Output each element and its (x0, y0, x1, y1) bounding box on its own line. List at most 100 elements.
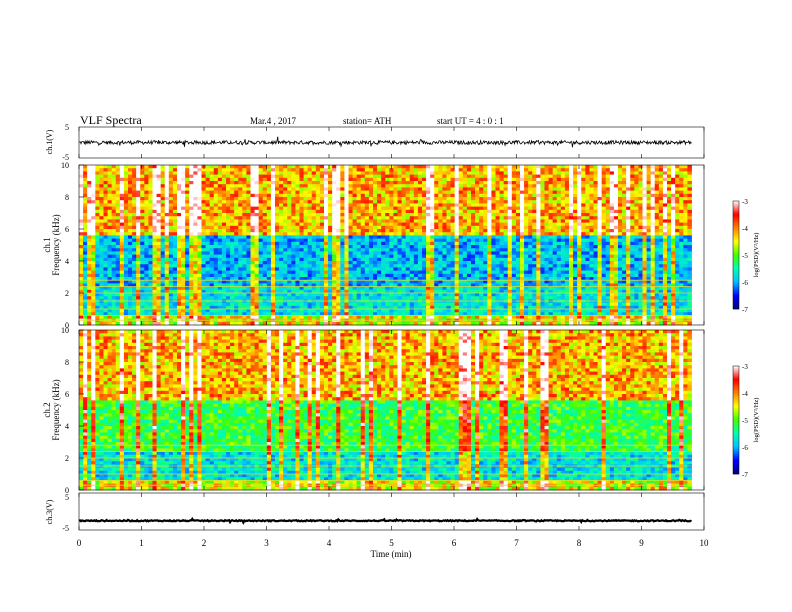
ch1-spectrogram-cell (336, 235, 341, 239)
ch1-spectrogram-cell (438, 168, 443, 172)
ch1-spectrogram-cell (422, 184, 427, 188)
ch1-spectrogram-cell (172, 257, 178, 262)
ch1-spectrogram-cell (344, 315, 349, 319)
ch1-spectrogram-cell (164, 232, 170, 236)
ch1-spectrogram-cell (172, 277, 178, 281)
ch1-spectrogram-cell (275, 293, 280, 297)
ch1-spectrogram-cell (426, 219, 431, 223)
ch1-spectrogram-cell (299, 232, 304, 236)
ch1-spectrogram-cell (340, 293, 345, 297)
ch1-spectrogram-cell (262, 264, 268, 268)
ch1-spectrogram-cell (164, 213, 170, 217)
ch1-spectrogram-cell (91, 219, 96, 223)
ch1-spectrogram-cell (299, 312, 304, 316)
ch1-spectrogram-cell (377, 312, 382, 316)
ch1-spectrogram-cell (254, 235, 260, 239)
ch1-spectrogram-cell (324, 229, 329, 233)
ch1-spectrogram-cell (381, 248, 386, 252)
ch1-spectrogram-cell (397, 238, 402, 243)
ch1-spectrogram-cell (205, 219, 211, 223)
ch1-spectrogram-cell (303, 254, 309, 259)
ch1-spectrogram-cell (262, 280, 268, 284)
ch1-spectrogram-cell (479, 254, 484, 259)
ch1-spectrogram-cell (295, 293, 300, 297)
ch1-spectrogram-cell (83, 257, 88, 262)
ch1-spectrogram-cell (466, 321, 472, 326)
ch1-spectrogram-cell (144, 248, 149, 252)
ch1-spectrogram-cell (356, 190, 362, 195)
ch1-spectrogram-cell (287, 305, 292, 310)
ch1-spectrogram-cell (446, 165, 451, 169)
ch1-spectrogram-cell (311, 321, 317, 326)
ch1-spectrogram-cell (217, 257, 223, 262)
ch1-spectrogram-cell (254, 213, 260, 217)
ch1-spectrogram-cell (246, 177, 251, 182)
ch1-spectrogram-cell (185, 216, 190, 220)
ch1-spectrogram-cell (205, 305, 211, 310)
ch1-ytick-bottom: -5 (62, 153, 69, 162)
ch1-spectrogram-cell (283, 184, 288, 188)
ch1-spectrogram-image (79, 165, 692, 326)
ch1-spectrogram-cell (385, 289, 390, 294)
ch1-spectrogram-cell (234, 264, 239, 268)
ch1-spectrogram-cell (283, 200, 288, 204)
ch1-spectrogram-cell (119, 203, 125, 207)
ch1-spectrogram-cell (295, 280, 300, 284)
ch1-spectrogram-cell (95, 264, 100, 268)
ch1-spectrogram-cell (279, 312, 284, 316)
ch1-spectrogram-cell (393, 229, 398, 233)
ch1-spectrogram-cell (332, 286, 337, 291)
ch1-spectrogram-cell (430, 321, 435, 326)
ch1-spectrogram-cell (132, 248, 137, 252)
ch1-spectrogram-cell (340, 280, 345, 284)
ch1-spectrogram-cell (140, 254, 145, 259)
ch1-spectrogram-cell (332, 187, 337, 191)
ch1-spectrogram-cell (279, 270, 284, 275)
ch1-spectrogram-cell (377, 174, 382, 179)
ch1-spectrogram-cell (185, 203, 190, 207)
ch1-spectrogram-cell (332, 219, 337, 223)
ch1-spectrogram-cell (275, 171, 280, 175)
ch1-spectrogram-cell (242, 168, 247, 172)
ch1-spectrogram-cell (197, 165, 202, 169)
ch1-spectrogram-cell (164, 165, 170, 169)
ch1-spectrogram-cell (442, 289, 447, 294)
ch1-spectrogram-cell (405, 168, 411, 172)
ch1-spectrogram-cell (344, 293, 349, 297)
ch1-spectrogram-cell (364, 321, 370, 326)
ch1-spectrogram-cell (164, 235, 170, 239)
ch1-spectrogram-cell (352, 193, 358, 198)
ch1-spectrogram-cell (434, 184, 439, 188)
ch1-spectrogram-cell (115, 273, 121, 278)
ch1-spectrogram-cell (119, 245, 125, 249)
ch1-spectrogram-cell (136, 206, 141, 211)
ch1-spectrogram-cell (377, 280, 382, 284)
ch1-spectrogram-cell (466, 165, 472, 169)
ch1-spectrogram-cell (446, 171, 451, 175)
ch1-spectrogram-cell (336, 165, 341, 169)
ch1-spectrogram-cell (295, 251, 300, 255)
ch1-spectrogram-cell (95, 267, 100, 271)
ch1-spectrogram-cell (479, 251, 484, 255)
ch1-spectrogram-cell (368, 206, 374, 211)
ch1-spectrogram-cell (340, 174, 345, 179)
ch1-spectrogram-cell (87, 229, 92, 233)
ch1-spectrogram-cell (434, 257, 439, 262)
ch1-spectrogram-cell (413, 293, 419, 297)
ch1-spectrogram-cell (311, 232, 317, 236)
ch1-spectrogram-cell (197, 305, 202, 310)
ch1-spectrogram-cell (458, 174, 464, 179)
ch1-spectrogram-cell (291, 216, 296, 220)
ch1-spectrogram-cell (213, 251, 219, 255)
ch1-spectrogram-cell (172, 302, 178, 307)
ch1-spectrogram-cell (238, 264, 243, 268)
ch1-spectrogram-cell (446, 203, 451, 207)
ch1-spectrogram-cell (217, 200, 223, 204)
ch1-spectrogram-cell (471, 286, 476, 291)
ch1-spectrogram-cell (123, 187, 129, 191)
ch1-spectrogram-cell (234, 187, 239, 191)
ch1-spectrogram-cell (246, 209, 251, 214)
ch1-spectrogram-cell (107, 305, 113, 310)
ch1-spectrogram-cell (332, 261, 337, 265)
ch1-spectrogram-cell (152, 174, 157, 179)
